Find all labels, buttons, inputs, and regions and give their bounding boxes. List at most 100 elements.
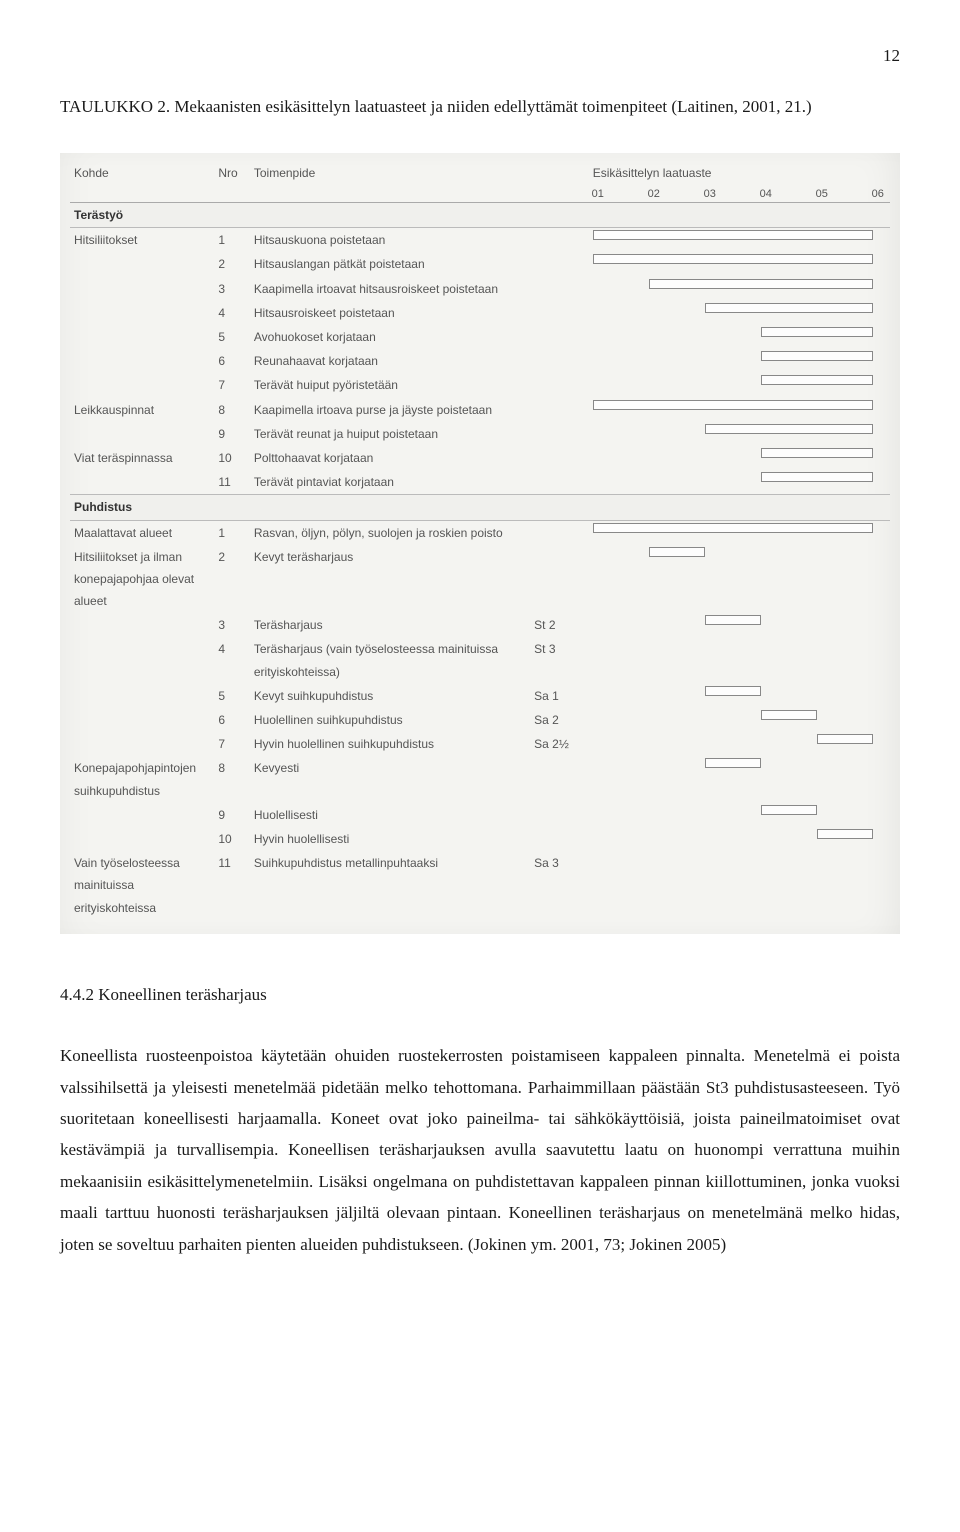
cell-kohde xyxy=(70,613,214,637)
range-bar xyxy=(705,303,873,313)
tick-label: 03 xyxy=(704,184,716,204)
cell-toimenpide: Avohuokoset korjataan xyxy=(250,325,530,349)
cell-kohde xyxy=(70,708,214,732)
range-bar xyxy=(761,805,817,815)
section-heading: 4.4.2 Koneellinen teräsharjaus xyxy=(60,979,900,1010)
cell-code xyxy=(530,827,589,851)
cell-nro: 2 xyxy=(214,252,250,276)
range-bar xyxy=(761,351,873,361)
cell-code xyxy=(530,446,589,470)
range-bar xyxy=(761,375,873,385)
table-row: 6Reunahaavat korjataan xyxy=(70,349,890,373)
cell-chart xyxy=(589,756,890,802)
cell-code: St 2 xyxy=(530,613,589,637)
cell-chart xyxy=(589,827,890,851)
range-bar xyxy=(761,472,873,482)
cell-code: Sa 1 xyxy=(530,684,589,708)
cell-code xyxy=(530,520,589,545)
cell-kohde: Viat teräspinnassa xyxy=(70,446,214,470)
cell-code xyxy=(530,398,589,422)
range-bar xyxy=(705,424,873,434)
table-row: 9Terävät reunat ja huiput poistetaan xyxy=(70,422,890,446)
cell-code xyxy=(530,252,589,276)
cell-toimenpide: Hitsauslangan pätkät poistetaan xyxy=(250,252,530,276)
cell-nro: 3 xyxy=(214,277,250,301)
cell-kohde: Hitsiliitokset ja ilman konepajapohjaa o… xyxy=(70,545,214,614)
cell-code xyxy=(530,373,589,397)
cell-kohde xyxy=(70,470,214,495)
table-row: 3Kaapimella irtoavat hitsausroiskeet poi… xyxy=(70,277,890,301)
cell-chart xyxy=(589,446,890,470)
tick-label: 02 xyxy=(648,184,660,204)
cell-nro: 11 xyxy=(214,470,250,495)
range-bar xyxy=(593,400,873,410)
table-row: Leikkauspinnat8Kaapimella irtoava purse … xyxy=(70,398,890,422)
table-row: 5Kevyt suihkupuhdistusSa 1 xyxy=(70,684,890,708)
table-caption: TAULUKKO 2. Mekaanisten esikäsittelyn la… xyxy=(60,91,900,122)
cell-code: Sa 2½ xyxy=(530,732,589,756)
cell-toimenpide: Terävät reunat ja huiput poistetaan xyxy=(250,422,530,446)
cell-chart xyxy=(589,252,890,276)
col-toimenpide: Toimenpide xyxy=(250,161,530,203)
cell-toimenpide: Huolellinen suihkupuhdistus xyxy=(250,708,530,732)
cell-toimenpide: Kevyesti xyxy=(250,756,530,802)
table-row: 3TeräsharjausSt 2 xyxy=(70,613,890,637)
cell-chart xyxy=(589,422,890,446)
table-row: 5Avohuokoset korjataan xyxy=(70,325,890,349)
cell-kohde xyxy=(70,373,214,397)
cell-chart xyxy=(589,613,890,637)
cell-toimenpide: Terävät pintaviat korjataan xyxy=(250,470,530,495)
cell-code: St 3 xyxy=(530,637,589,683)
cell-nro: 5 xyxy=(214,684,250,708)
cell-chart xyxy=(589,520,890,545)
range-bar xyxy=(817,829,873,839)
cell-nro: 1 xyxy=(214,520,250,545)
cell-chart xyxy=(589,470,890,495)
range-bar xyxy=(649,279,873,289)
cell-chart xyxy=(589,301,890,325)
cell-kohde: Konepajapohjapintojen suihkupuhdistus xyxy=(70,756,214,802)
range-bar xyxy=(761,448,873,458)
cell-toimenpide: Kaapimella irtoava purse ja jäyste poist… xyxy=(250,398,530,422)
table-row: 4Hitsausroiskeet poistetaan xyxy=(70,301,890,325)
cell-kohde xyxy=(70,422,214,446)
cell-kohde xyxy=(70,252,214,276)
cell-toimenpide: Hyvin huolellinen suihkupuhdistus xyxy=(250,732,530,756)
cell-code: Sa 3 xyxy=(530,851,589,920)
cell-kohde: Vain työselosteessa mainituissa erityisk… xyxy=(70,851,214,920)
table-row: Viat teräspinnassa10Polttohaavat korjata… xyxy=(70,446,890,470)
cell-nro: 2 xyxy=(214,545,250,614)
cell-kohde: Maalattavat alueet xyxy=(70,520,214,545)
cell-chart xyxy=(589,637,890,683)
cell-chart xyxy=(589,373,890,397)
section-title: Terästyö xyxy=(70,203,890,228)
range-bar xyxy=(593,230,873,240)
range-bar xyxy=(761,710,817,720)
cell-kohde xyxy=(70,325,214,349)
table-2: KohdeNroToimenpideEsikäsittelyn laatuast… xyxy=(60,153,900,934)
range-bar xyxy=(649,547,705,557)
section-title: Puhdistus xyxy=(70,495,890,520)
cell-kohde xyxy=(70,301,214,325)
cell-nro: 5 xyxy=(214,325,250,349)
cell-kohde xyxy=(70,732,214,756)
table-row: 4Teräsharjaus (vain työselosteessa maini… xyxy=(70,637,890,683)
cell-nro: 6 xyxy=(214,708,250,732)
cell-kohde xyxy=(70,637,214,683)
cell-toimenpide: Kaapimella irtoavat hitsausroiskeet pois… xyxy=(250,277,530,301)
cell-toimenpide: Hyvin huolellisesti xyxy=(250,827,530,851)
cell-nro: 10 xyxy=(214,446,250,470)
cell-nro: 8 xyxy=(214,398,250,422)
table-row: 9Huolellisesti xyxy=(70,803,890,827)
cell-toimenpide: Terävät huiput pyöristetään xyxy=(250,373,530,397)
cell-code xyxy=(530,545,589,614)
cell-kohde: Leikkauspinnat xyxy=(70,398,214,422)
cell-kohde xyxy=(70,684,214,708)
table-row: 11Terävät pintaviat korjataan xyxy=(70,470,890,495)
cell-nro: 11 xyxy=(214,851,250,920)
table-row: Hitsiliitokset ja ilman konepajapohjaa o… xyxy=(70,545,890,614)
cell-chart xyxy=(589,325,890,349)
cell-chart xyxy=(589,708,890,732)
col-nro: Nro xyxy=(214,161,250,203)
cell-nro: 4 xyxy=(214,301,250,325)
